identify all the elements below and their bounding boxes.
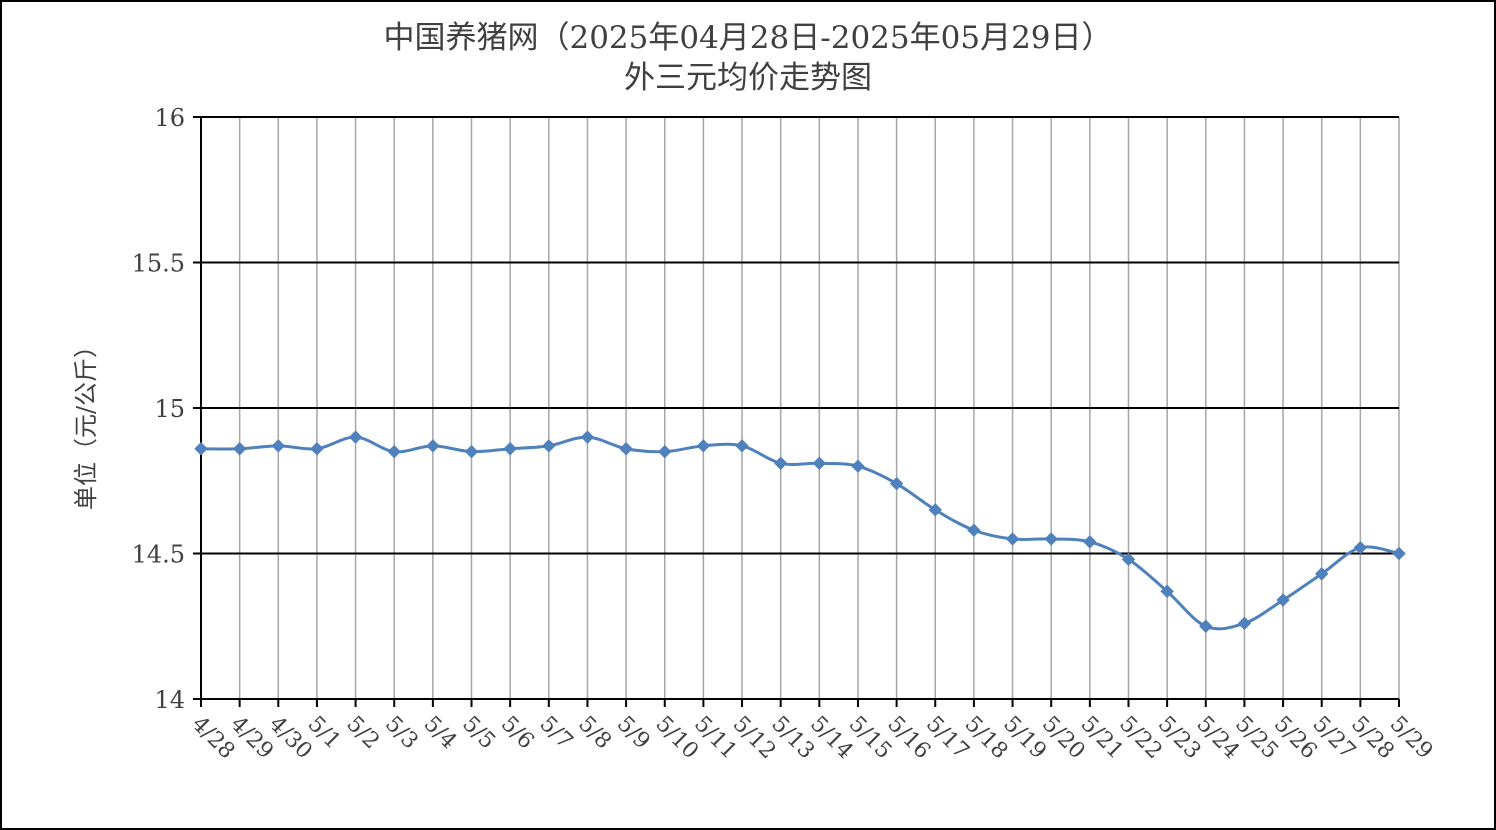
x-tick-labels: 4/284/294/305/15/25/35/45/55/65/75/85/95… (187, 712, 1438, 765)
data-point-marker (387, 444, 401, 459)
data-point-marker (1276, 593, 1290, 607)
x-tick-label: 5/8 (573, 712, 616, 755)
x-tick-label: 5/16 (882, 712, 935, 765)
x-tick-label: 5/23 (1153, 712, 1206, 765)
data-point-marker (1392, 546, 1406, 561)
data-point-marker (812, 456, 827, 470)
data-point-marker (503, 442, 517, 456)
y-tick-label: 14 (154, 686, 185, 714)
x-tick-label: 5/12 (728, 712, 781, 765)
data-point-marker (928, 503, 942, 517)
data-point-marker (773, 456, 788, 470)
x-tick-label: 5/15 (844, 712, 897, 765)
chart-title-line-1: 中国养猪网（2025年04月28日-2025年05月29日） (383, 20, 1112, 56)
data-point-marker (1315, 567, 1329, 581)
x-tick-label: 5/14 (805, 712, 858, 765)
x-tick-label: 5/2 (341, 712, 384, 755)
data-point-marker (889, 476, 904, 491)
chart-title: 中国养猪网（2025年04月28日-2025年05月29日） 外三元均价走势图 (383, 20, 1112, 96)
y-tick-label: 15.5 (132, 250, 185, 278)
data-point-marker (735, 439, 749, 453)
x-tick-label: 5/19 (998, 712, 1051, 765)
data-point-marker (1083, 535, 1097, 549)
x-tick-label: 5/7 (535, 712, 578, 755)
y-tick-label: 16 (154, 104, 185, 132)
x-tick-label: 5/22 (1114, 712, 1167, 765)
x-tick-label: 5/5 (457, 712, 500, 755)
data-point-marker (658, 444, 672, 459)
data-point-marker (1121, 552, 1136, 567)
data-point-marker (1005, 532, 1020, 546)
x-tick-label: 5/11 (689, 712, 742, 765)
data-point-marker (619, 442, 633, 456)
series-layer (194, 430, 1406, 633)
x-tick-label: 5/10 (650, 712, 703, 765)
gridlines (201, 116, 1400, 699)
data-point-marker (232, 442, 247, 456)
x-tick-label: 5/18 (960, 712, 1013, 765)
data-point-marker (1044, 532, 1058, 546)
axes (193, 116, 1400, 707)
data-point-marker (967, 523, 981, 537)
data-point-marker (696, 439, 711, 453)
x-tick-label: 5/29 (1385, 712, 1438, 765)
chart-title-line-2: 外三元均价走势图 (624, 60, 872, 96)
x-tick-label: 4/28 (187, 712, 240, 765)
data-point-marker (1237, 616, 1252, 631)
x-tick-label: 5/6 (496, 712, 539, 755)
data-point-marker (851, 459, 865, 473)
data-point-marker (1199, 619, 1213, 633)
data-point-marker (348, 430, 363, 444)
x-tick-label: 5/9 (612, 712, 655, 755)
data-point-marker (580, 430, 595, 444)
y-tick-labels: 16 15.5 15 14.5 14 (132, 104, 185, 714)
x-tick-label: 5/24 (1192, 712, 1245, 765)
x-tick-label: 5/21 (1076, 712, 1129, 765)
data-point-marker (310, 442, 324, 456)
x-tick-label: 4/29 (225, 712, 278, 765)
x-tick-label: 5/25 (1230, 712, 1283, 765)
x-tick-label: 5/28 (1346, 712, 1399, 765)
data-point-marker (426, 439, 440, 453)
y-axis-label: 单位（元/公斤） (72, 334, 100, 510)
data-point-marker (271, 439, 285, 453)
x-tick-label: 5/3 (380, 712, 423, 755)
x-tick-label: 5/27 (1307, 712, 1360, 765)
series-line (200, 435, 1400, 631)
data-point-marker (1353, 540, 1368, 555)
data-point-marker (1160, 584, 1174, 599)
y-tick-label: 14.5 (132, 541, 185, 569)
x-tick-label: 5/4 (419, 712, 462, 755)
x-tick-label: 5/20 (1037, 712, 1090, 765)
data-point-marker (542, 439, 556, 453)
data-point-marker (464, 444, 479, 459)
x-tick-label: 5/26 (1269, 712, 1322, 765)
x-tick-label: 5/13 (766, 712, 819, 765)
x-tick-label: 4/30 (264, 712, 317, 765)
y-tick-label: 15 (154, 395, 185, 423)
x-tick-label: 5/17 (921, 712, 974, 765)
data-point-marker (194, 442, 208, 456)
